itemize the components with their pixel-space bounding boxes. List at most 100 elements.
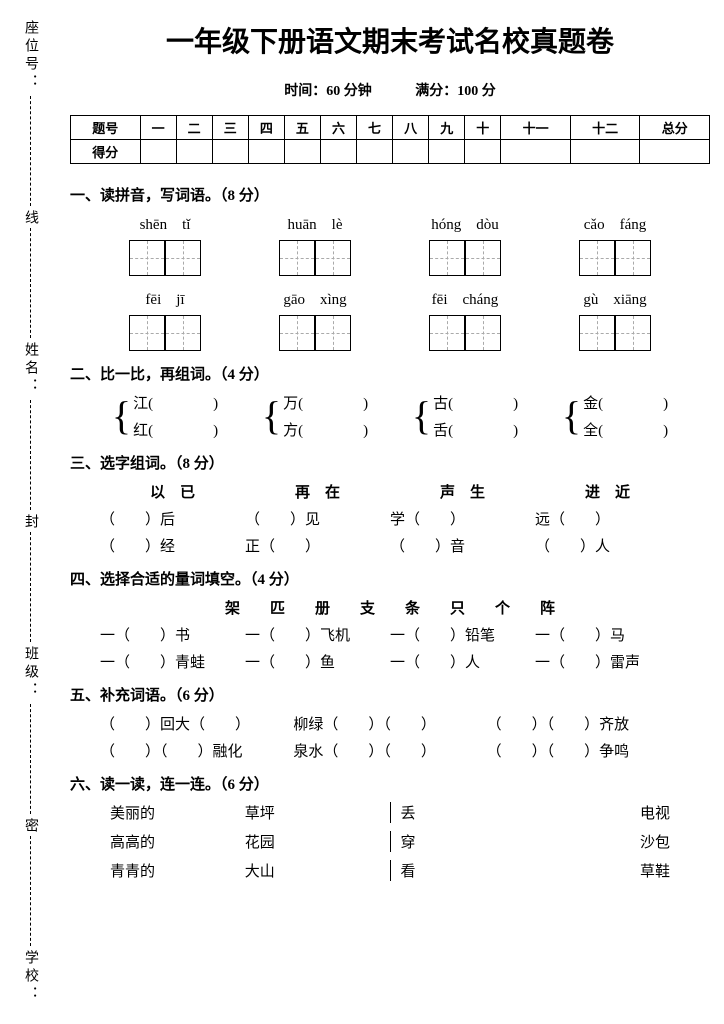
name-label: 姓名： <box>20 342 40 396</box>
char-box[interactable] <box>465 240 501 276</box>
choice-chars: 以 已 <box>150 481 195 502</box>
hdr: 三 <box>212 116 248 140</box>
char-box[interactable] <box>315 315 351 351</box>
divider <box>390 802 391 823</box>
pinyin-text: fēi jī <box>105 288 225 309</box>
binding-sidebar: 座位号： 线 姓名： 封 班级： 密 学校： <box>0 0 60 1024</box>
q2-title: 二、比一比，再组词。（4 分） <box>70 363 710 384</box>
char-box[interactable] <box>579 315 615 351</box>
hdr: 十二 <box>570 116 640 140</box>
char-box[interactable] <box>429 315 465 351</box>
compare-item: 江( ) <box>133 392 218 413</box>
fill-item: （ ）见 <box>245 508 390 529</box>
fill-item: （ ）（ ）争鸣 <box>487 740 680 761</box>
hdr: 九 <box>429 116 465 140</box>
vline <box>30 532 31 642</box>
char-box[interactable] <box>165 315 201 351</box>
compare-item: 舌( ) <box>433 419 518 440</box>
marker-secret: 密 <box>20 818 40 832</box>
match-mid1: 花园 <box>245 831 380 852</box>
score-label: 得分 <box>71 140 141 164</box>
char-box[interactable] <box>129 240 165 276</box>
school-label: 学校： <box>20 950 40 1004</box>
hdr: 总分 <box>640 116 710 140</box>
q5-title: 五、补充词语。（6 分） <box>70 684 710 705</box>
time-limit: 时间：60 分钟 <box>284 84 372 99</box>
char-box[interactable] <box>165 240 201 276</box>
pinyin-block: shēn tǐhuān lèhóng dòucǎo fáng <box>70 213 710 276</box>
match-mid1: 大山 <box>245 860 380 881</box>
char-box[interactable] <box>129 315 165 351</box>
match-mid2: 丢 <box>401 802 536 823</box>
q6-title: 六、读一读，连一连。（6 分） <box>70 773 710 794</box>
hdr: 题号 <box>71 116 141 140</box>
match-mid1: 草坪 <box>245 802 380 823</box>
fill-item: 一（ ）雷声 <box>535 651 680 672</box>
fill-item: 远（ ） <box>535 508 680 529</box>
hdr: 五 <box>284 116 320 140</box>
match-left: 青青的 <box>110 860 245 881</box>
match-left: 高高的 <box>110 831 245 852</box>
timing-info: 时间：60 分钟 满分：100 分 <box>70 80 710 100</box>
fill-item: （ ）后 <box>100 508 245 529</box>
char-box[interactable] <box>279 315 315 351</box>
q3-title: 三、选字组词。（8 分） <box>70 452 710 473</box>
measure-word: 匹 <box>270 597 285 618</box>
char-box[interactable] <box>615 240 651 276</box>
compare-item: 方( ) <box>283 419 368 440</box>
fill-item: 一（ ）书 <box>100 624 245 645</box>
full-score: 满分：100 分 <box>415 84 496 99</box>
pinyin-text: hóng dòu <box>405 213 525 234</box>
fill-item: 柳绿（ ）（ ） <box>293 713 486 734</box>
char-box[interactable] <box>429 240 465 276</box>
vline <box>30 704 31 814</box>
char-box[interactable] <box>279 240 315 276</box>
match-right: 电视 <box>535 802 670 823</box>
pinyin-text: shēn tǐ <box>105 213 225 234</box>
char-box[interactable] <box>579 240 615 276</box>
fill-item: （ ）（ ）融化 <box>100 740 293 761</box>
fill-item: 一（ ）人 <box>390 651 535 672</box>
char-box[interactable] <box>615 315 651 351</box>
measure-word: 个 <box>495 597 510 618</box>
measure-word: 只 <box>450 597 465 618</box>
hdr: 十一 <box>501 116 571 140</box>
char-box[interactable] <box>315 240 351 276</box>
compare-item: 全( ) <box>583 419 668 440</box>
fill-item: 一（ ）铅笔 <box>390 624 535 645</box>
measure-word: 架 <box>225 597 240 618</box>
q4-title: 四、选择合适的量词填空。（4 分） <box>70 568 710 589</box>
compare-item: 金( ) <box>583 392 668 413</box>
hdr: 七 <box>357 116 393 140</box>
fill-item: 一（ ）马 <box>535 624 680 645</box>
vline <box>30 228 31 338</box>
score-table: 题号 一 二 三 四 五 六 七 八 九 十 十一 十二 总分 得分 <box>70 115 710 164</box>
measure-word: 阵 <box>540 597 555 618</box>
match-right: 沙包 <box>535 831 670 852</box>
choice-chars: 声 生 <box>440 481 485 502</box>
compare-item: 红( ) <box>133 419 218 440</box>
fill-item: 一（ ）飞机 <box>245 624 390 645</box>
fill-item: 正（ ） <box>245 535 390 556</box>
char-box[interactable] <box>465 315 501 351</box>
vline <box>30 836 31 946</box>
fill-item: （ ）音 <box>390 535 535 556</box>
vline <box>30 400 31 510</box>
pinyin-text: fēi cháng <box>405 288 525 309</box>
vline <box>30 96 31 206</box>
match-left: 美丽的 <box>110 802 245 823</box>
divider <box>390 860 391 881</box>
hdr: 六 <box>320 116 356 140</box>
match-right: 草鞋 <box>535 860 670 881</box>
compare-item: 古( ) <box>433 392 518 413</box>
hdr: 十 <box>465 116 501 140</box>
pinyin-block: fēi jīgāo xìngfēi chánggù xiāng <box>70 288 710 351</box>
exam-content: 一年级下册语文期末考试名校真题卷 时间：60 分钟 满分：100 分 题号 一 … <box>70 20 710 889</box>
measure-word: 条 <box>405 597 420 618</box>
divider <box>390 831 391 852</box>
marker-seal: 封 <box>20 514 40 528</box>
hdr: 一 <box>140 116 176 140</box>
measure-word: 支 <box>360 597 375 618</box>
q1-title: 一、读拼音，写词语。（8 分） <box>70 184 710 205</box>
fill-item: 一（ ）鱼 <box>245 651 390 672</box>
